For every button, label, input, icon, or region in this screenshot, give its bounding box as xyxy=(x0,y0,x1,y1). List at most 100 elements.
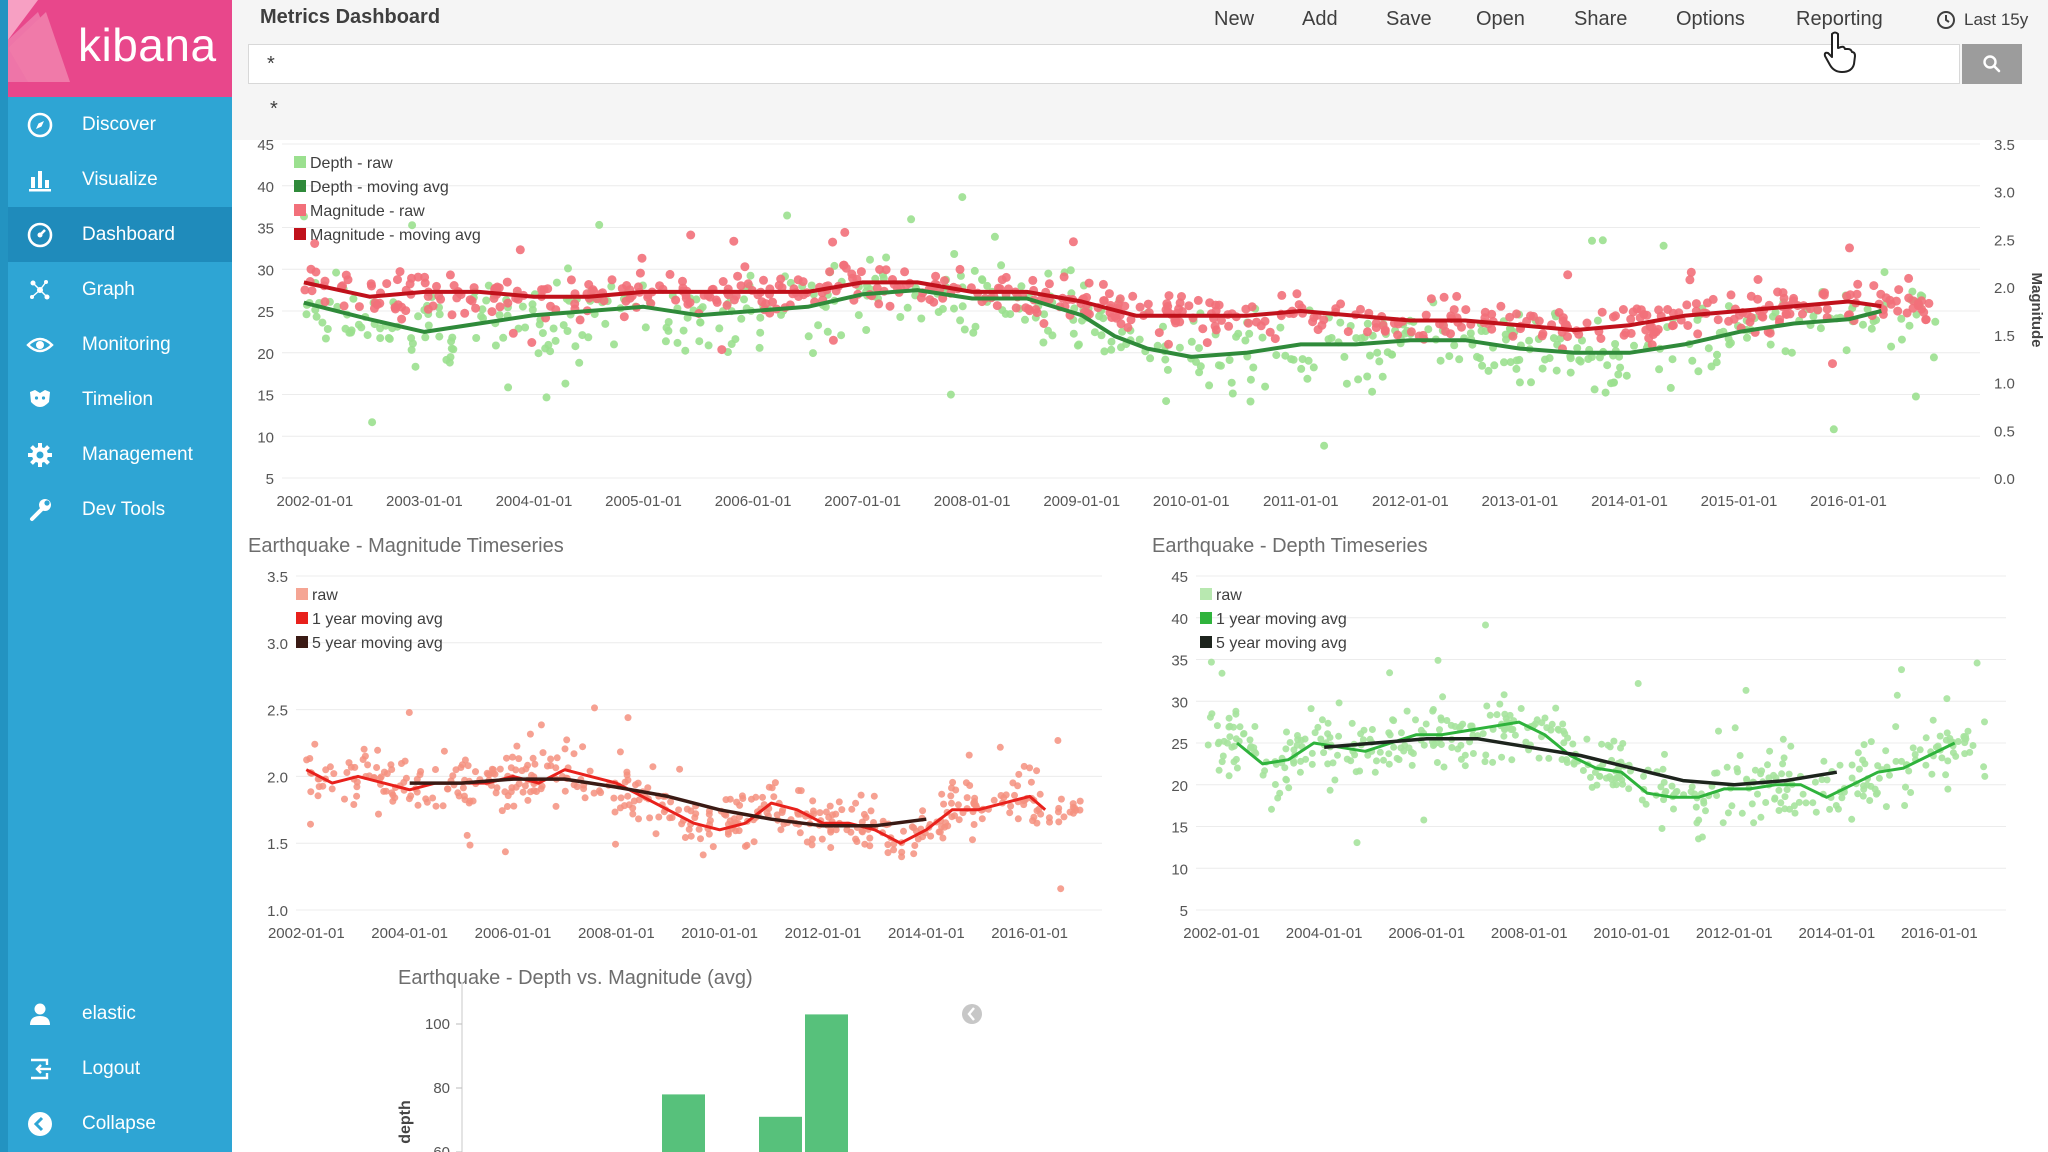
depth-raw-point xyxy=(1535,754,1543,762)
magnitude-raw-point xyxy=(1446,311,1456,321)
depth-raw-point xyxy=(1500,732,1508,740)
depth-raw-point xyxy=(1559,720,1567,728)
magnitude-raw-point xyxy=(1036,790,1044,798)
menu-share-button[interactable]: Share xyxy=(1574,8,1628,30)
depth-raw-point xyxy=(1590,385,1599,394)
magnitude-raw-point xyxy=(1668,320,1678,330)
depth-raw-point xyxy=(1073,341,1082,350)
magnitude-raw-point xyxy=(522,765,530,773)
magnitude-raw-point xyxy=(1682,300,1692,310)
depth-raw-point xyxy=(1293,741,1301,749)
sidebar-item-collapse[interactable]: Collapse xyxy=(8,1096,232,1151)
depth-raw-point xyxy=(1436,726,1443,734)
top-nav-bar: Metrics Dashboard New Add Save Open Shar… xyxy=(232,0,2048,40)
depth-raw-point xyxy=(896,313,905,321)
menu-reporting-button[interactable]: Reporting xyxy=(1796,8,1883,30)
magnitude-raw-point xyxy=(963,794,971,802)
sidebar-item-dashboard[interactable]: Dashboard xyxy=(8,207,232,262)
sidebar-item-graph[interactable]: Graph xyxy=(8,262,232,317)
depth-raw-point xyxy=(1385,760,1393,768)
depth-raw-point xyxy=(1500,358,1508,367)
depth-raw-point xyxy=(1195,344,1203,353)
depth-raw-point xyxy=(1430,740,1438,748)
search-input[interactable] xyxy=(248,44,1960,84)
depth-raw-point xyxy=(1658,825,1666,832)
depth-raw-point xyxy=(1757,813,1765,821)
depth-raw-point xyxy=(1742,686,1750,694)
magnitude-raw-point xyxy=(1054,737,1062,744)
kibana-logo[interactable]: kibana xyxy=(8,0,232,97)
sidebar-item-logout[interactable]: Logout xyxy=(8,1041,232,1096)
magnitude-raw-point xyxy=(1852,289,1862,299)
magnitude-raw-point xyxy=(1618,305,1628,314)
timelion-icon xyxy=(26,386,54,414)
depth-raw-point xyxy=(1297,757,1305,765)
depth-raw-point xyxy=(1838,794,1846,802)
x-tick-label: 2003-01-01 xyxy=(386,493,463,510)
menu-options-button[interactable]: Options xyxy=(1676,8,1745,30)
depth-raw-point xyxy=(1564,734,1572,742)
depth-raw-point xyxy=(1285,784,1293,792)
depth-raw-point xyxy=(1609,378,1618,387)
depth-raw-point xyxy=(1688,356,1697,365)
magnitude-raw-point xyxy=(768,297,777,307)
magnitude-raw-point xyxy=(543,762,551,770)
sidebar-item-visualize[interactable]: Visualize xyxy=(8,152,232,207)
depth-raw-point xyxy=(1433,759,1441,766)
magnitude-raw-point xyxy=(1421,310,1431,320)
magnitude-raw-point xyxy=(530,787,538,795)
y-tick-label: 100 xyxy=(425,1016,450,1033)
sidebar-item-discover[interactable]: Discover xyxy=(8,97,232,152)
magnitude-raw-point xyxy=(1753,294,1763,304)
depth-raw-point xyxy=(1766,747,1774,755)
magnitude-raw-point xyxy=(1908,303,1918,313)
depth-raw-point xyxy=(1006,310,1015,319)
sidebar-item-management[interactable]: Management xyxy=(8,427,232,482)
depth-raw-point xyxy=(1611,340,1620,348)
depth-raw-point xyxy=(1451,723,1459,730)
depth-raw-point xyxy=(1892,757,1900,765)
search-button[interactable] xyxy=(1962,44,2022,84)
sidebar-item-monitoring[interactable]: Monitoring xyxy=(8,317,232,372)
depth-raw-point xyxy=(1135,335,1144,344)
x-tick-label: 2005-01-01 xyxy=(605,493,682,510)
magnitude-raw-point xyxy=(489,293,499,303)
legend-label: raw xyxy=(1216,587,1242,604)
depth-raw-point xyxy=(1897,314,1906,323)
menu-add-button[interactable]: Add xyxy=(1302,8,1338,30)
depth-raw-point xyxy=(1738,809,1746,817)
depth-raw-point xyxy=(302,310,311,319)
magnitude-raw-point xyxy=(624,792,632,800)
depth-raw-point xyxy=(491,341,500,350)
depth-raw-point xyxy=(1724,302,1733,311)
magnitude-raw-point xyxy=(740,262,750,272)
magnitude-raw-point xyxy=(1126,315,1136,325)
magnitude-raw-point xyxy=(570,781,578,789)
sidebar-item-timelion[interactable]: Timelion xyxy=(8,372,232,427)
menu-open-button[interactable]: Open xyxy=(1476,8,1525,30)
magnitude-raw-point xyxy=(748,795,755,803)
depth-raw-point xyxy=(1929,353,1938,362)
magnitude-raw-point xyxy=(624,714,632,722)
menu-save-button[interactable]: Save xyxy=(1386,8,1432,30)
sidebar-item-user[interactable]: elastic xyxy=(8,986,232,1041)
depth-raw-point xyxy=(1625,785,1633,793)
depth-raw-point xyxy=(1380,756,1387,764)
magnitude-raw-point xyxy=(969,836,976,844)
depth-raw-point xyxy=(1457,741,1465,749)
time-picker[interactable]: Last 15y xyxy=(1936,10,2028,30)
magnitude-raw-point xyxy=(768,784,776,792)
depth-raw-point xyxy=(528,300,537,309)
menu-new-button[interactable]: New xyxy=(1214,8,1255,30)
magnitude-raw-point xyxy=(1009,779,1017,787)
search-suggestion[interactable]: * xyxy=(270,98,278,120)
magnitude-raw-point xyxy=(1380,325,1390,335)
magnitude-raw-point xyxy=(644,784,652,792)
y-tick-label: 5 xyxy=(1180,903,1188,920)
magnitude-raw-point xyxy=(1294,300,1304,310)
depth-raw-point xyxy=(1901,802,1909,809)
sidebar-item-label: Visualize xyxy=(82,168,158,190)
magnitude-raw-point xyxy=(397,314,407,324)
sidebar-item-dev-tools[interactable]: Dev Tools xyxy=(8,482,232,537)
legend-label: Depth - raw xyxy=(310,155,393,172)
